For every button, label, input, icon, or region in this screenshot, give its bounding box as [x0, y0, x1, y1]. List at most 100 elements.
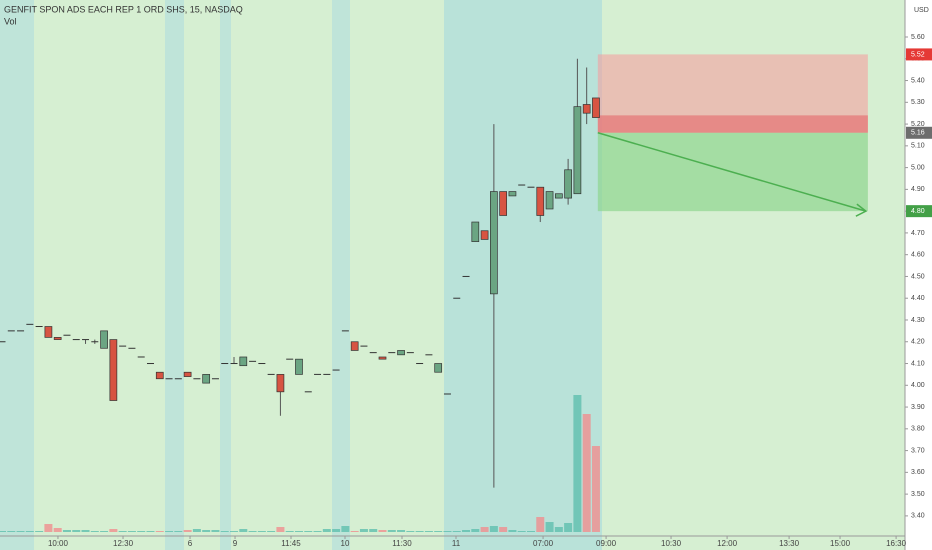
- y-tick-label: 4.40: [911, 295, 925, 302]
- candle-body: [434, 363, 443, 373]
- volume-bar: [471, 529, 480, 532]
- x-tick-label: 07:00: [533, 539, 554, 548]
- y-tick-label: 4.00: [911, 382, 925, 389]
- candle-body: [249, 360, 257, 362]
- y-tick-label: 5.10: [911, 143, 925, 150]
- arrow-head: [855, 203, 868, 217]
- candle-body: [527, 186, 535, 188]
- volume-bar: [304, 531, 313, 532]
- y-tick-label: 4.60: [911, 252, 925, 259]
- candle-body: [406, 352, 414, 354]
- candle-body: [564, 169, 572, 199]
- y-tick-label: 5.40: [911, 77, 925, 84]
- volume-bar: [397, 530, 406, 532]
- volume-bar: [267, 531, 276, 532]
- candle-body: [397, 350, 405, 356]
- x-tick-label: 11:45: [281, 539, 301, 548]
- volume-bar: [452, 531, 461, 532]
- candle-body: [388, 352, 396, 354]
- volume-bar: [499, 527, 508, 532]
- candle-body: [536, 186, 545, 216]
- price-badge-label: 4.80: [911, 208, 925, 215]
- candle-body: [471, 221, 480, 242]
- chart-title: GENFIT SPON ADS EACH REP 1 ORD SHS, 15, …: [4, 4, 243, 14]
- candle-body: [91, 341, 99, 343]
- candle-body: [17, 330, 25, 332]
- volume-bar: [294, 531, 303, 532]
- y-tick-label: 4.50: [911, 273, 925, 280]
- candle-body: [44, 326, 53, 338]
- trend-arrow: [597, 132, 867, 212]
- candle-body: [239, 356, 248, 367]
- candle-body: [128, 347, 136, 349]
- x-tick-label: 6: [188, 539, 193, 548]
- volume-bar: [155, 531, 164, 532]
- candle-body: [202, 374, 211, 384]
- volume-bar: [230, 531, 239, 532]
- candle-body: [211, 378, 219, 380]
- candle-body: [416, 363, 424, 365]
- volume-bar: [276, 527, 285, 532]
- volume-bar: [174, 531, 183, 532]
- volume-bar: [480, 527, 489, 532]
- volume-bar: [434, 531, 443, 532]
- candle-body: [286, 358, 294, 360]
- volume-label: Vol: [4, 16, 17, 26]
- axis-unit: USD: [914, 7, 929, 14]
- candle-body: [53, 337, 62, 340]
- candle-body: [518, 184, 526, 186]
- price-axis: [905, 0, 932, 550]
- volume-bar: [322, 529, 331, 532]
- volume-bar: [406, 531, 415, 532]
- volume-bar: [165, 531, 174, 532]
- candle-body: [341, 330, 349, 332]
- candle-body: [35, 326, 43, 328]
- candle-body: [26, 323, 34, 325]
- volume-bar: [53, 528, 62, 532]
- volume-bar: [202, 530, 211, 532]
- volume-bar: [137, 531, 146, 532]
- y-tick-label: 5.30: [911, 99, 925, 106]
- x-tick-label: 10:00: [48, 539, 69, 548]
- candle-body: [490, 191, 498, 295]
- volume-bar: [127, 531, 136, 532]
- session-band: [332, 0, 350, 550]
- candle-body: [314, 373, 322, 375]
- x-tick-label: 09:00: [596, 539, 617, 548]
- volume-bar: [100, 531, 109, 532]
- candle-body: [378, 356, 387, 360]
- candle-body: [573, 106, 582, 195]
- x-tick-label: 9: [233, 539, 238, 548]
- volume-bar: [332, 529, 341, 532]
- volume-bar: [62, 530, 71, 532]
- volume-bar: [0, 531, 6, 532]
- candle-body: [174, 378, 182, 380]
- volume-bar: [341, 526, 350, 532]
- y-tick-label: 3.90: [911, 404, 925, 411]
- volume-bar: [313, 531, 322, 532]
- x-tick-label: 15:00: [830, 539, 851, 548]
- y-tick-label: 5.00: [911, 164, 925, 171]
- volume-bar: [564, 523, 573, 532]
- volume-bar: [44, 524, 53, 532]
- volume-bar: [72, 530, 81, 532]
- candle-body: [350, 341, 359, 351]
- candle-body: [230, 363, 238, 365]
- volume-bar: [443, 531, 452, 532]
- candle-body: [323, 373, 331, 375]
- price-badge-label: 5.16: [911, 130, 925, 137]
- x-tick-label: 12:00: [717, 539, 738, 548]
- x-tick-label: 11:30: [392, 539, 412, 548]
- volume-bar: [211, 530, 220, 532]
- candle-body: [499, 191, 508, 216]
- volume-bar: [146, 531, 155, 532]
- candle-body: [221, 363, 229, 365]
- candle-body: [554, 193, 563, 199]
- x-tick-label: 11: [452, 539, 461, 548]
- volume-bar: [545, 522, 554, 532]
- candle-body: [183, 371, 192, 377]
- volume-bar: [369, 529, 378, 532]
- volume-bar: [35, 531, 44, 532]
- candle-body: [146, 363, 154, 365]
- candle-body: [165, 378, 173, 380]
